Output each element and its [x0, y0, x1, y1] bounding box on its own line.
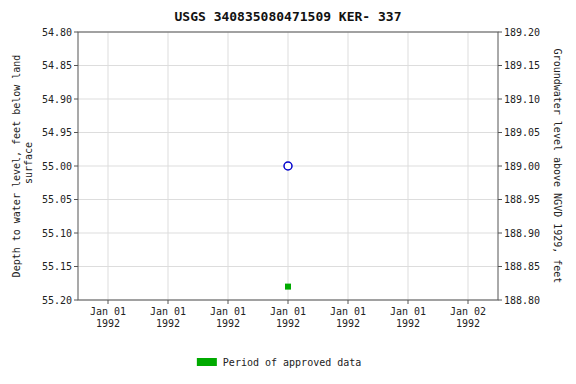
x-tick-label: Jan 011992	[210, 306, 246, 329]
x-tick	[408, 300, 409, 304]
y-tick-label: 55.05	[42, 194, 72, 205]
y2-tick	[498, 199, 502, 200]
y2-tick	[498, 132, 502, 133]
y2-tick	[498, 233, 502, 234]
y-tick-label: 55.10	[42, 228, 72, 239]
text-line: 1992	[96, 318, 120, 329]
y-axis-label: Depth to water level, feet below land su…	[11, 55, 34, 278]
y2-tick	[498, 266, 502, 267]
y-tick	[74, 166, 78, 167]
y-tick	[74, 65, 78, 66]
y-tick-label: 54.95	[42, 127, 72, 138]
y2-tick	[498, 99, 502, 100]
y-axis: 54.80 54.85 54.90 54.95 55.00 55.05 55.10 55.15…	[42, 27, 78, 306]
y2-tick	[498, 166, 502, 167]
x-tick	[228, 300, 229, 304]
legend-swatch	[197, 358, 217, 366]
y-tick	[74, 266, 78, 267]
y2-tick-label: 188.90	[504, 228, 540, 239]
x-tick-label: Jan 021992	[450, 306, 486, 329]
text-line: Jan 01	[90, 306, 126, 317]
grid-line-y	[78, 266, 498, 267]
y-tick	[74, 300, 78, 301]
point-square	[285, 284, 291, 290]
text-line: 1992	[336, 318, 360, 329]
y2-tick-label: 189.20	[504, 27, 540, 38]
y-tick-label: 55.15	[42, 261, 72, 272]
text-line: 1992	[216, 318, 240, 329]
x-tick-label: Jan 011992	[90, 306, 126, 329]
text-line: 1992	[456, 318, 480, 329]
y2-tick	[498, 300, 502, 301]
grid	[78, 32, 498, 300]
x-tick-label: Jan 011992	[390, 306, 426, 329]
grid-line-y	[78, 132, 498, 133]
text-line: Depth to water level, feet below land	[11, 55, 22, 278]
y2-tick-label: 188.85	[504, 261, 540, 272]
marks	[284, 162, 292, 290]
y2-tick-label: 189.15	[504, 60, 540, 71]
text-line: Jan 01	[390, 306, 426, 317]
legend: Period of approved data	[197, 357, 361, 368]
y2-tick-label: 188.80	[504, 295, 540, 306]
chart: Jan 011992Jan 011992Jan 011992Jan 011992…	[0, 0, 576, 384]
y2-tick	[498, 32, 502, 33]
x-tick	[288, 300, 289, 304]
y-tick	[74, 99, 78, 100]
text-line: 1992	[156, 318, 180, 329]
y2-tick	[498, 65, 502, 66]
x-tick	[108, 300, 109, 304]
x-tick-label: Jan 011992	[270, 306, 306, 329]
grid-line-y	[78, 233, 498, 234]
title: USGS 340835080471509 KER- 337	[175, 9, 402, 24]
y-tick	[74, 199, 78, 200]
x-tick	[348, 300, 349, 304]
text-line: Jan 02	[450, 306, 486, 317]
y2-tick-label: 189.10	[504, 94, 540, 105]
text-line: Jan 01	[330, 306, 366, 317]
plot-frame	[78, 32, 498, 300]
x-tick-label: Jan 011992	[330, 306, 366, 329]
y2-tick-label: 189.05	[504, 127, 540, 138]
legend-label: Period of approved data	[223, 357, 361, 368]
x-tick	[168, 300, 169, 304]
x-tick-label: Jan 011992	[150, 306, 186, 329]
y-tick	[74, 132, 78, 133]
y-tick-label: 54.80	[42, 27, 72, 38]
grid-line-y	[78, 65, 498, 66]
y-tick-label: 54.85	[42, 60, 72, 71]
y-tick	[74, 32, 78, 33]
y-tick-label: 55.00	[42, 161, 72, 172]
text-line: Jan 01	[270, 306, 306, 317]
text-line: 1992	[396, 318, 420, 329]
text-line: Groundwater level above NGVD 1929, feet	[552, 49, 563, 284]
background	[0, 0, 576, 384]
grid-line-y	[78, 99, 498, 100]
y2-axis: 188.80 188.85 188.90 188.95 189.00 189.05 189.…	[498, 27, 540, 306]
x-axis: Jan 011992Jan 011992Jan 011992Jan 011992…	[90, 300, 486, 329]
text-line: surface	[23, 142, 34, 190]
y-tick	[74, 233, 78, 234]
y2-tick-label: 188.95	[504, 194, 540, 205]
text-line: Jan 01	[150, 306, 186, 317]
y2-tick-label: 189.00	[504, 161, 540, 172]
x-tick	[468, 300, 469, 304]
y-tick-label: 54.90	[42, 94, 72, 105]
point-circle-open	[284, 162, 292, 170]
y2-axis-label: Groundwater level above NGVD 1929, feet	[552, 49, 563, 284]
y-tick-label: 55.20	[42, 295, 72, 306]
text-line: Jan 01	[210, 306, 246, 317]
text-line: 1992	[276, 318, 300, 329]
grid-line-y	[78, 199, 498, 200]
